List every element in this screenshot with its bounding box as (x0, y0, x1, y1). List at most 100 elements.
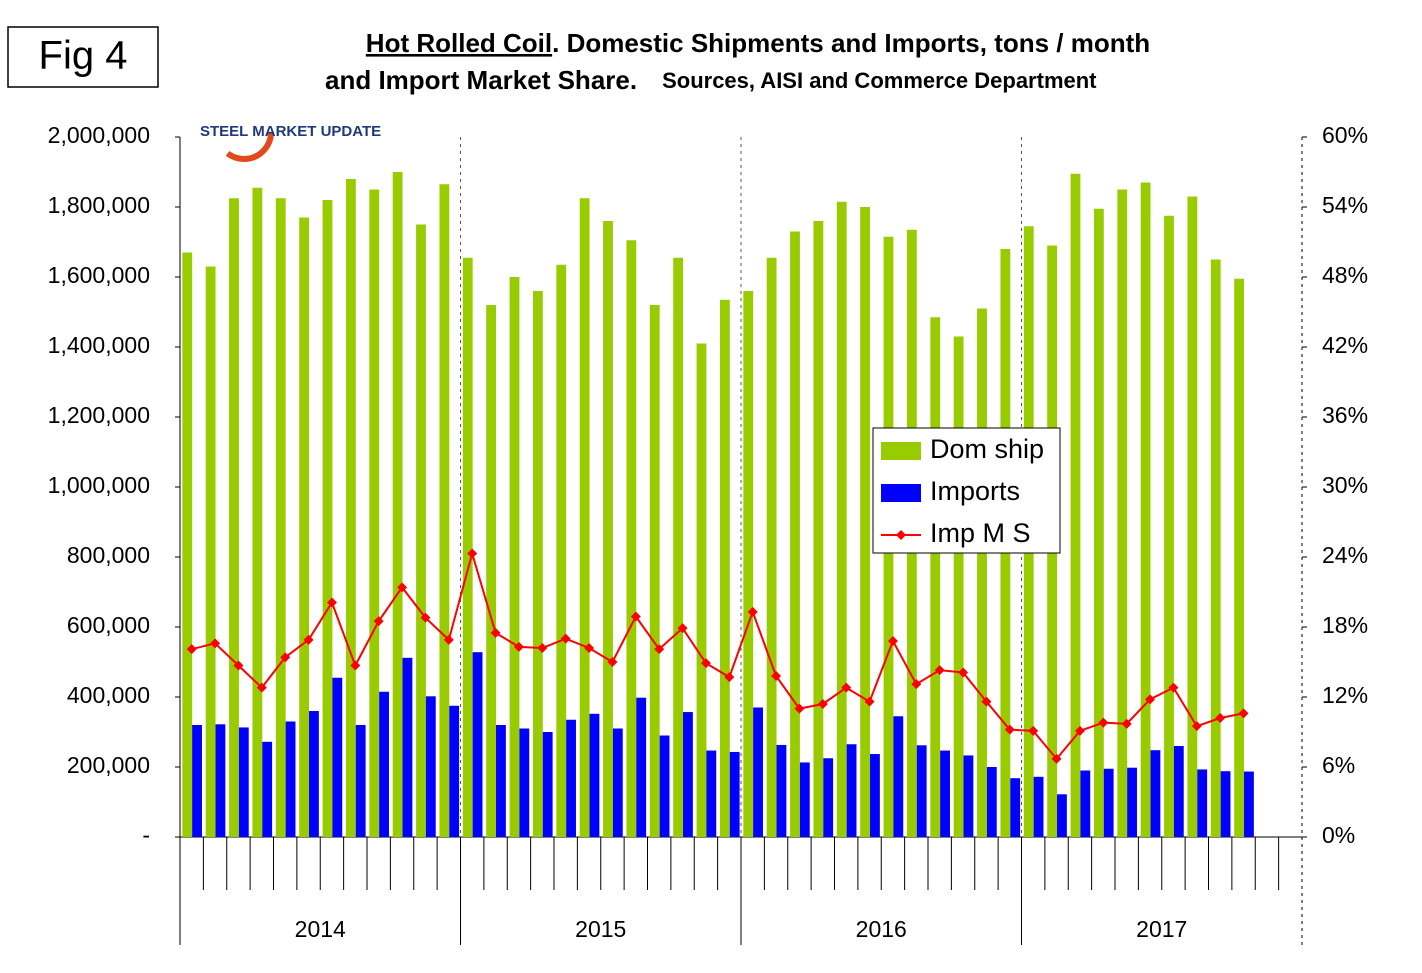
bar (345, 179, 356, 837)
line-marker (373, 616, 384, 627)
y-tick-label: 1,600,000 (48, 262, 150, 288)
bar (1140, 182, 1151, 837)
chart-title: Hot Rolled Coil. Domestic Shipments and … (366, 28, 1150, 58)
line-marker (1004, 724, 1015, 735)
line-marker (280, 652, 291, 663)
source: Sources, AISI and Commerce Department (662, 68, 1097, 93)
bar (813, 221, 824, 837)
bar (930, 317, 941, 837)
bar (953, 336, 964, 837)
line-marker (420, 612, 431, 623)
line-marker (911, 679, 922, 690)
bar (940, 750, 950, 837)
legend-label: Imports (930, 476, 1020, 506)
y2-tick-label: 48% (1322, 262, 1368, 288)
y-tick-label: 600,000 (67, 612, 150, 638)
line-marker (1121, 718, 1132, 729)
x-group-label: 2016 (856, 916, 907, 942)
bar (509, 277, 520, 837)
bar (309, 711, 319, 837)
line-marker (841, 682, 852, 693)
line-marker (630, 611, 641, 622)
bar (636, 697, 647, 837)
line-marker (490, 627, 501, 638)
figure-box (7, 26, 159, 88)
line-marker (210, 638, 221, 649)
line-marker (186, 644, 197, 655)
y2-tick-label: 24% (1322, 542, 1368, 568)
bar (262, 741, 273, 837)
bar (776, 744, 787, 837)
y-tick-label: 200,000 (67, 752, 150, 778)
bar (589, 713, 600, 837)
bar (626, 240, 637, 837)
line-marker (537, 643, 548, 653)
bar (986, 767, 997, 837)
line-marker (303, 634, 314, 645)
line-marker (677, 623, 688, 634)
bar (870, 754, 880, 837)
y-tick-label: 1,200,000 (48, 402, 150, 428)
line-marker (1098, 717, 1109, 728)
y2-tick-label: 6% (1322, 752, 1355, 778)
bar (1033, 776, 1044, 837)
line-marker (654, 644, 665, 655)
line-marker (256, 682, 267, 693)
y-tick-label: 1,000,000 (48, 472, 150, 498)
line-marker (1168, 682, 1179, 693)
line-marker (1145, 694, 1156, 705)
bar (486, 305, 497, 837)
bar (369, 189, 380, 837)
bar (1080, 770, 1091, 837)
bar (1210, 259, 1221, 837)
line-series (191, 549, 1244, 761)
line-marker (864, 696, 875, 707)
bar (790, 231, 800, 837)
y2-tick-label: 36% (1322, 402, 1368, 428)
bar (192, 725, 202, 837)
bar (1187, 196, 1198, 837)
logo: STEEL MARKET UPDATE (200, 123, 381, 140)
bar (916, 745, 927, 837)
x-group-label: 2017 (1136, 916, 1187, 942)
bar (1150, 750, 1161, 837)
bar (402, 657, 413, 837)
bar (462, 257, 473, 837)
bar (706, 750, 717, 837)
bar (743, 291, 754, 837)
y2-tick-label: 54% (1322, 192, 1368, 218)
bar (496, 725, 506, 837)
bar (1244, 771, 1254, 837)
bar (683, 712, 693, 837)
line-marker (584, 643, 595, 653)
legend-swatch (881, 484, 921, 502)
bar (846, 744, 857, 837)
line-marker (724, 672, 735, 683)
bar (659, 735, 670, 837)
bar (977, 308, 987, 837)
line-marker (1051, 753, 1062, 764)
bar (215, 724, 226, 837)
line-marker (1028, 725, 1039, 736)
bar (753, 707, 763, 837)
bar (1070, 173, 1081, 837)
bar (893, 716, 904, 837)
line-marker (326, 597, 337, 608)
legend-marker (896, 530, 906, 540)
bar (449, 705, 460, 837)
line-marker (700, 658, 711, 669)
bar (285, 721, 296, 837)
y-tick-label: 1,800,000 (48, 192, 150, 218)
subtitle: and Import Market Share. (325, 65, 637, 95)
line-marker (513, 641, 524, 652)
y-tick-label: - (142, 822, 150, 848)
logo-swoosh (214, 102, 274, 162)
line-marker (747, 606, 758, 617)
bar (425, 696, 436, 837)
bar (612, 728, 623, 837)
line-marker (560, 633, 571, 644)
bar (379, 691, 389, 837)
bar (229, 198, 239, 837)
legend-label: Imp M S (930, 518, 1031, 548)
